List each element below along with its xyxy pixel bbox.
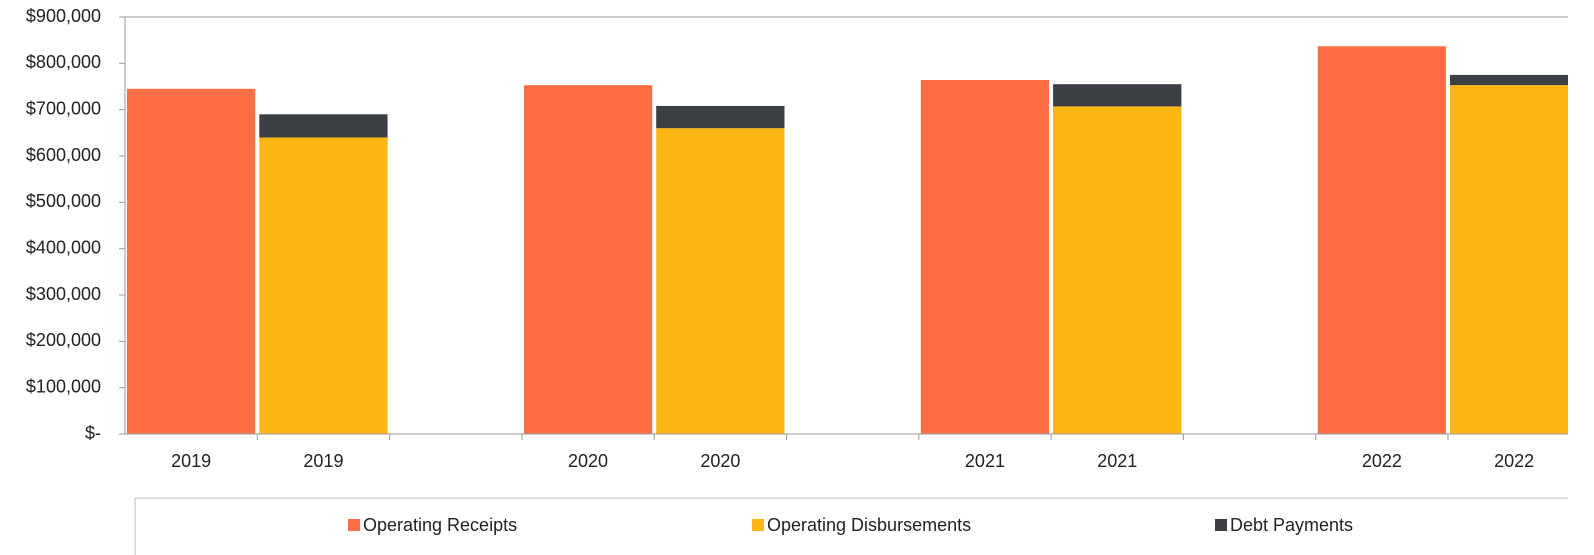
y-tick-label: $100,000 (26, 376, 101, 396)
bar (656, 105, 785, 129)
legend-label: Operating Receipts (363, 515, 517, 535)
y-tick-label: $300,000 (26, 284, 101, 304)
x-tick-label: 2019 (303, 451, 343, 471)
bar (259, 114, 388, 138)
y-tick-label: $400,000 (26, 237, 101, 257)
x-tick-label: 2022 (1362, 451, 1402, 471)
bar (1450, 85, 1568, 435)
bar (127, 88, 256, 435)
bar (920, 80, 1050, 434)
bar (1053, 84, 1182, 107)
y-tick-label: $700,000 (26, 98, 101, 118)
y-tick-label: $600,000 (26, 145, 101, 165)
legend-label: Operating Disbursements (767, 515, 971, 535)
bar (523, 85, 653, 435)
bar (1317, 46, 1446, 434)
y-tick-label: $- (85, 423, 101, 443)
bar (1053, 106, 1182, 434)
x-tick-label: 2021 (1097, 451, 1137, 471)
x-tick-label: 2021 (965, 451, 1005, 471)
bar (259, 137, 388, 434)
y-tick-label: $200,000 (26, 330, 101, 350)
legend-swatch (348, 519, 360, 531)
y-tick-label: $500,000 (26, 191, 101, 211)
x-tick-label: 2022 (1494, 451, 1534, 471)
legend-swatch (752, 519, 764, 531)
bar (656, 128, 785, 434)
legend-label: Debt Payments (1230, 515, 1353, 535)
legend-box (134, 497, 1568, 555)
x-tick-label: 2020 (700, 451, 740, 471)
legend-swatch (1215, 519, 1227, 531)
x-tick-label: 2019 (171, 451, 211, 471)
y-tick-label: $900,000 (26, 6, 101, 26)
bar (1450, 74, 1568, 86)
x-tick-label: 2020 (568, 451, 608, 471)
y-tick-label: $800,000 (26, 52, 101, 72)
